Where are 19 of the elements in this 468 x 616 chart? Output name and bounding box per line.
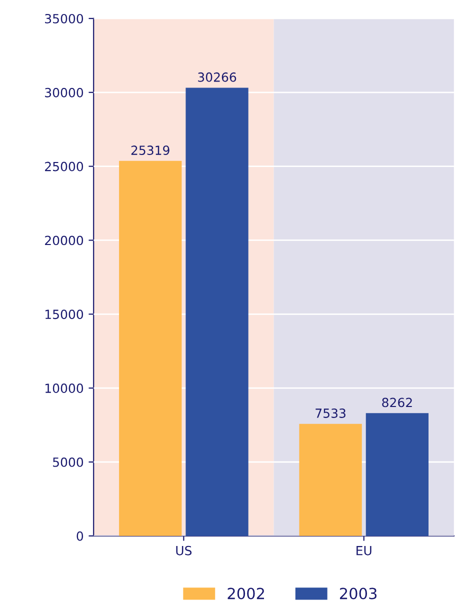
y-tick-label: 0 — [76, 531, 84, 541]
legend-label: 2003 — [340, 588, 377, 600]
data-label: 8262 — [382, 398, 412, 408]
data-label: 25319 — [131, 146, 170, 156]
x-tick-label: US — [176, 546, 192, 556]
y-tick-label: 5000 — [53, 457, 84, 467]
y-tick-label: 20000 — [45, 236, 84, 246]
y-tick-label: 10000 — [45, 384, 84, 394]
y-tick-label: 15000 — [45, 310, 84, 320]
bar — [119, 160, 182, 536]
bar — [299, 424, 362, 536]
x-tick-label: EU — [356, 546, 372, 556]
y-tick-label: 35000 — [45, 14, 84, 24]
y-tick-label: 30000 — [45, 88, 84, 98]
y-tick-label: 25000 — [45, 162, 84, 172]
data-label: 7533 — [316, 408, 346, 418]
data-label: 30266 — [198, 72, 236, 82]
bar — [366, 413, 429, 536]
legend-label: 2002 — [228, 588, 264, 600]
